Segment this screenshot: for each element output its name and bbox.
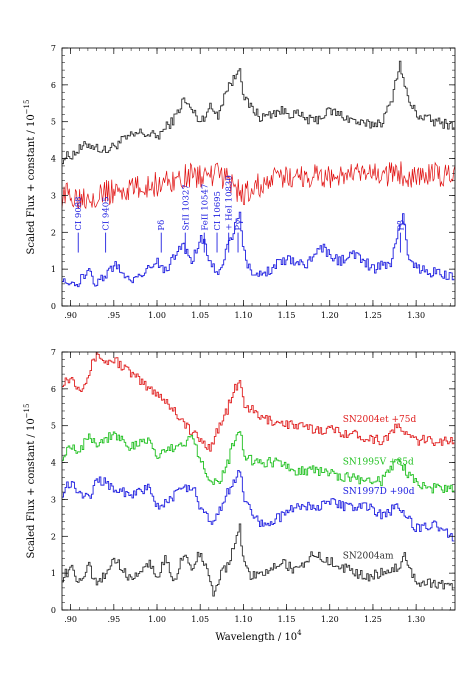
y-tick-label: 6: [51, 81, 56, 90]
x-tick-label: 1.20: [321, 311, 339, 320]
line-id-label: Pβ: [396, 220, 406, 231]
series-label: SN1997D +90d: [343, 487, 415, 497]
y-tick-label: 2: [51, 228, 56, 237]
y-tick-label: 1: [51, 569, 56, 578]
line-id-label: CI 9405: [102, 196, 112, 230]
y-axis-label-exponent: −15: [23, 100, 31, 115]
line-id-label: CI 9088: [74, 196, 84, 230]
y-tick-label: 4: [51, 155, 56, 164]
x-tick-label: 1.30: [407, 615, 425, 624]
spectrum-line-2: [62, 431, 455, 494]
y-tick-label: 7: [51, 44, 56, 53]
y-tick-label: 1: [51, 265, 56, 274]
line-id-label: FeII 10547: [200, 184, 210, 231]
y-tick-label: 4: [51, 459, 56, 468]
series-label: SN1995V +85d: [343, 457, 414, 467]
line-id-label: SrII 10327: [181, 184, 191, 230]
x-tick-label: 1.25: [364, 311, 382, 320]
line-id-label: CI 10695: [213, 191, 223, 231]
y-tick-label: 0: [51, 302, 56, 311]
line-id-label: Pδ: [157, 220, 167, 231]
spectrum-line-3: [62, 211, 455, 288]
y-axis-label-exponent: −15: [23, 404, 31, 419]
spectrum-line-3: [62, 469, 455, 542]
spectrum-line-4: [62, 523, 455, 597]
y-tick-label: 3: [51, 191, 56, 200]
series-label: SN2004am: [343, 551, 394, 561]
x-tick-label: 1.20: [321, 615, 339, 624]
x-tick-label: 1.15: [278, 615, 296, 624]
spectrum-line-1: [62, 352, 455, 452]
x-axis-label: Wavelength / 104: [215, 629, 302, 643]
line-id-label: Pγ: [234, 220, 244, 231]
y-tick-label: 7: [51, 348, 56, 357]
y-tick-label: 5: [51, 422, 56, 431]
x-tick-label: 1.05: [191, 615, 209, 624]
x-tick-label: 1.00: [148, 615, 166, 624]
chart-panel-1: .90 .95 1.00 1.05 1.10 1.15 1.20 1.25 1.30 0 1 2 3 4 5…: [23, 44, 456, 320]
x-tick-label: 1.05: [191, 311, 209, 320]
x-tick-label: .95: [107, 615, 120, 624]
x-tick-label: 1.00: [148, 311, 166, 320]
x-tick-label: 1.15: [278, 311, 296, 320]
x-tick-label: 1.10: [234, 311, 252, 320]
line-id-label: + HeI 10830: [225, 175, 235, 230]
x-tick-label: 1.10: [234, 615, 252, 624]
y-axis-label: Scaled Flux + constant / 10−15: [23, 404, 37, 559]
spectrum-line-1: [62, 60, 455, 165]
series-label: SN2004et +75d: [343, 415, 417, 425]
y-tick-label: 5: [51, 118, 56, 127]
y-axis-label: Scaled Flux + constant / 10−15: [23, 100, 37, 255]
y-tick-label: 2: [51, 532, 56, 541]
plot-frame: [61, 351, 456, 611]
x-tick-label: 1.25: [364, 615, 382, 624]
spectrum-line-2: [62, 161, 455, 210]
x-tick-label: 1.30: [407, 311, 425, 320]
x-axis-label-exponent: 4: [297, 629, 302, 637]
x-tick-label: .95: [107, 311, 120, 320]
plot-frame: [61, 47, 456, 307]
y-tick-label: 3: [51, 495, 56, 504]
y-tick-label: 6: [51, 385, 56, 394]
x-tick-label: .90: [64, 615, 77, 624]
y-tick-label: 0: [51, 606, 56, 615]
chart-panel-2: .90 .95 1.00 1.05 1.10 1.15 1.20 1.25 1.30 0 1 2 3 4 5…: [23, 348, 456, 643]
x-tick-label: .90: [64, 311, 77, 320]
